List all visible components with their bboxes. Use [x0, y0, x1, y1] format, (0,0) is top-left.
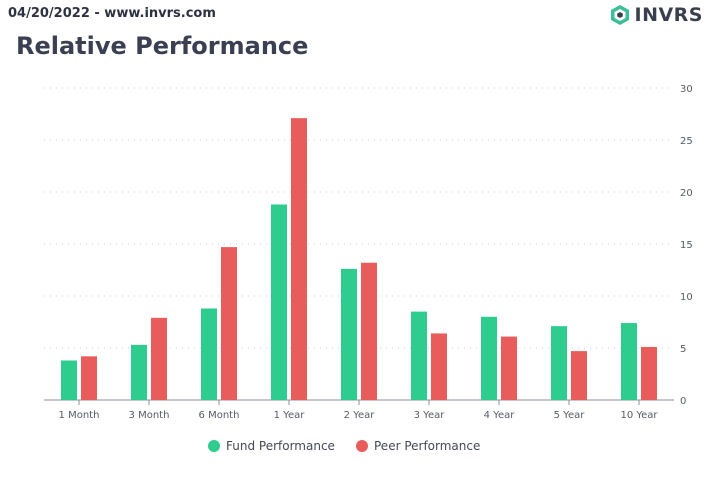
- peer-performance-bar: [81, 356, 97, 400]
- x-tick-label: 1 Month: [59, 410, 100, 421]
- legend-label: Peer Performance: [374, 439, 480, 453]
- fund-performance-bar: [551, 326, 567, 400]
- peer-performance-bar: [361, 262, 377, 400]
- y-tick-label: 5: [680, 344, 686, 355]
- y-tick-label: 30: [680, 84, 693, 95]
- fund-performance-bar: [481, 316, 497, 400]
- invrs-logo[interactable]: INVRS: [609, 4, 704, 26]
- peer-performance-bar: [291, 118, 307, 400]
- x-tick-label: 2 Year: [344, 410, 376, 421]
- x-tick-label: 4 Year: [484, 410, 516, 421]
- y-tick-label: 0: [680, 396, 686, 407]
- x-tick-label: 3 Year: [414, 410, 446, 421]
- y-tick-label: 15: [680, 240, 693, 251]
- fund-performance-bar: [131, 344, 147, 400]
- x-tick-label: 10 Year: [620, 410, 658, 421]
- fund-performance-bar: [341, 268, 357, 400]
- fund-performance-bar: [201, 308, 217, 400]
- legend-swatch: [208, 440, 220, 452]
- peer-performance-bar: [221, 247, 237, 400]
- legend-label: Fund Performance: [226, 439, 335, 453]
- date-site-label: 04/20/2022 - www.invrs.com: [8, 6, 216, 21]
- peer-performance-bar: [501, 336, 517, 400]
- y-tick-label: 25: [680, 136, 693, 147]
- x-tick-label: 5 Year: [554, 410, 586, 421]
- y-tick-label: 20: [680, 188, 693, 199]
- peer-performance-bar: [571, 351, 587, 400]
- peer-performance-bar: [641, 346, 657, 400]
- fund-performance-bar: [621, 323, 637, 400]
- x-tick-label: 1 Year: [274, 410, 306, 421]
- page-title: Relative Performance: [16, 32, 309, 60]
- fund-performance-bar: [61, 360, 77, 400]
- logo-hexagon-icon: [610, 5, 629, 25]
- logo-text: INVRS: [634, 4, 703, 26]
- peer-performance-bar: [431, 333, 447, 400]
- x-tick-label: 3 Month: [129, 410, 170, 421]
- fund-performance-bar: [271, 204, 287, 400]
- y-tick-label: 10: [680, 292, 693, 303]
- peer-performance-bar: [151, 317, 167, 400]
- fund-performance-bar: [411, 311, 427, 400]
- legend-swatch: [356, 440, 368, 452]
- x-tick-label: 6 Month: [199, 410, 240, 421]
